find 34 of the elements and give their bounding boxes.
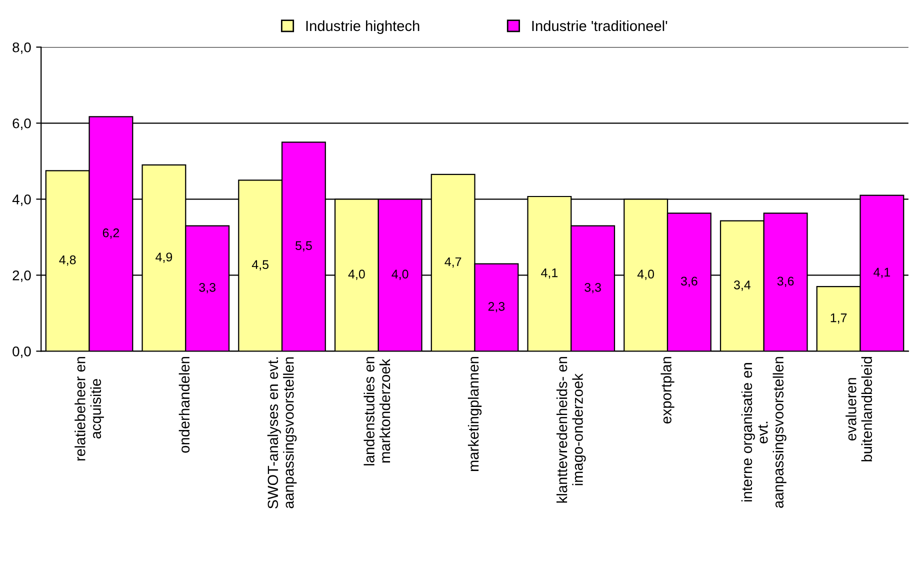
data-label: 4,5	[252, 260, 268, 270]
data-label: 4,9	[156, 252, 172, 263]
data-label: 3,6	[777, 276, 794, 288]
data-label: 4,7	[444, 257, 462, 268]
data-label: 6,2	[102, 228, 120, 239]
legend-label: Industrie 'traditioneel'	[532, 20, 668, 32]
y-tick-label: 0,0	[12, 346, 31, 358]
data-label: 4,0	[637, 270, 654, 280]
x-tick-label: landenstudies en marktonderzoek	[364, 356, 390, 466]
data-label: 4,1	[541, 268, 558, 279]
x-tick-label: exportplan	[660, 356, 674, 424]
data-label: 3,6	[680, 276, 698, 288]
data-label: 5,5	[296, 241, 312, 252]
x-tick-label: klanttevredenheids- en imago-onderzoek	[556, 356, 586, 503]
legend-label: Industrie hightech	[306, 20, 420, 34]
data-label: 3,3	[199, 282, 216, 294]
y-tick-label: 6,0	[12, 118, 31, 130]
data-label: 1,7	[830, 314, 847, 324]
data-label: 2,3	[488, 302, 505, 312]
data-label: 3,4	[734, 280, 751, 291]
x-tick-label: SWOT-analyses en evt. aanpassingsvoorstellen	[267, 357, 297, 509]
y-tick-label: 4,0	[12, 194, 31, 206]
y-tick-label: 8,0	[12, 42, 31, 54]
y-tick-label: 2,0	[12, 270, 31, 282]
x-tick-label: interne organisatie en evt. aanpassingsvoorstellen	[741, 356, 786, 508]
x-tick-label: relatiebeheer en acquisitie	[74, 356, 104, 460]
x-tick-label: evalueren buitenlandbeleid	[846, 356, 872, 462]
x-tick-label: marketingplannen	[468, 356, 482, 471]
data-label: 4,1	[874, 268, 890, 278]
data-label: 4,0	[348, 270, 365, 280]
x-tick-label: onderhandelen	[178, 356, 190, 453]
data-label: 4,0	[392, 270, 408, 280]
data-label: 4,8	[59, 255, 76, 266]
data-label: 3,3	[584, 282, 601, 294]
